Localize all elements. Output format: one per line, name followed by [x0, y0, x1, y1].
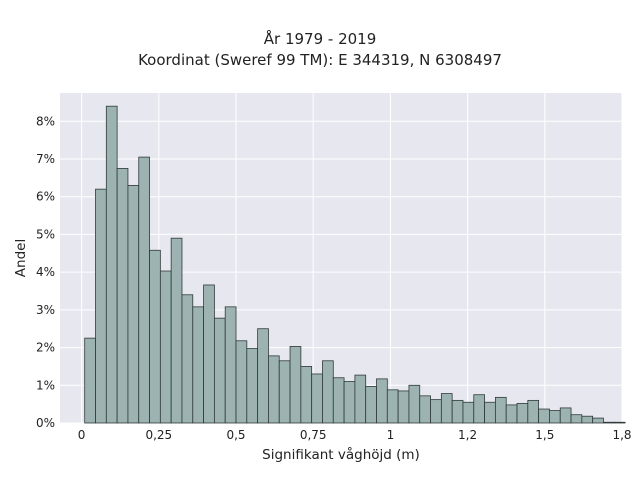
- histogram-bars: [84, 105, 626, 424]
- histogram-bar: [581, 415, 594, 424]
- y-tick-label: 6%: [36, 190, 55, 204]
- y-tick-label: 0%: [36, 416, 55, 430]
- histogram-bar: [473, 394, 485, 424]
- histogram-bar: [484, 401, 496, 424]
- x-tick-label: 1: [387, 428, 395, 442]
- histogram-bar: [549, 410, 561, 424]
- histogram-bar: [116, 168, 129, 424]
- histogram-bar: [603, 421, 615, 424]
- histogram-bar: [408, 384, 421, 424]
- histogram-bar: [127, 184, 140, 424]
- x-axis-label: Signifikant våghöjd (m): [262, 447, 420, 463]
- x-tick-label: 0: [78, 428, 86, 442]
- histogram-bar: [278, 360, 291, 424]
- histogram-bar: [451, 399, 464, 424]
- histogram-bar: [149, 249, 161, 424]
- histogram-bar: [268, 355, 280, 424]
- y-tick-label: 3%: [36, 303, 55, 317]
- histogram-bar: [95, 188, 107, 424]
- y-tick-label: 4%: [36, 265, 55, 279]
- histogram-bar: [332, 377, 345, 424]
- y-axis-ticks: 0% 1% 2% 3% 4% 5% 6% 7% 8%: [36, 114, 55, 430]
- histogram-bar: [322, 360, 334, 424]
- x-tick-label: 0,5: [226, 428, 245, 442]
- histogram-bar: [159, 270, 172, 424]
- histogram-bar: [354, 374, 367, 424]
- y-tick-label: 5%: [36, 227, 55, 241]
- histogram-bar: [397, 390, 410, 424]
- y-tick-label: 2%: [36, 341, 55, 355]
- histogram-bar: [289, 346, 302, 424]
- chart-title: År 1979 - 2019: [263, 30, 377, 48]
- histogram-bar: [224, 306, 237, 424]
- histogram-bar: [376, 378, 388, 424]
- histogram-bar: [343, 381, 356, 424]
- histogram-bar: [138, 156, 150, 424]
- x-axis-ticks: 0 0,25 0,5 0,75 1 1,2 1,5 1,8: [78, 428, 632, 442]
- histogram-bar: [235, 340, 248, 424]
- y-tick-label: 1%: [36, 378, 55, 392]
- histogram-bar: [494, 396, 507, 424]
- x-tick-label: 1,5: [535, 428, 554, 442]
- y-tick-label: 8%: [36, 114, 55, 128]
- x-tick-label: 0,25: [145, 428, 172, 442]
- x-tick-label: 0,75: [300, 428, 327, 442]
- histogram-bar: [311, 373, 323, 424]
- histogram-bar: [213, 317, 226, 424]
- x-tick-label: 1,8: [612, 428, 631, 442]
- histogram-bar: [365, 386, 377, 424]
- histogram-bar: [419, 395, 431, 424]
- histogram-bar: [592, 417, 604, 424]
- histogram-bar: [613, 421, 626, 424]
- histogram-bar: [105, 105, 118, 424]
- histogram-bar: [203, 284, 215, 424]
- histogram-bar: [300, 366, 313, 424]
- histogram-bar: [84, 337, 96, 424]
- histogram-bar: [386, 389, 399, 424]
- histogram-bar: [440, 393, 453, 424]
- chart-subtitle: Koordinat (Sweref 99 TM): E 344319, N 63…: [138, 51, 502, 69]
- histogram-bar: [181, 294, 194, 424]
- y-tick-label: 7%: [36, 152, 55, 166]
- histogram-bar: [430, 399, 442, 424]
- histogram-bar: [505, 404, 518, 424]
- histogram-bar: [192, 306, 204, 424]
- histogram-bar: [538, 408, 550, 424]
- histogram-bar: [516, 402, 529, 424]
- histogram-bar: [462, 401, 475, 424]
- histogram-bar: [527, 399, 540, 424]
- x-tick-label: 1,2: [458, 428, 477, 442]
- histogram-bar: [170, 237, 183, 424]
- y-axis-label: Andel: [13, 238, 29, 278]
- histogram-bar: [257, 328, 269, 424]
- histogram-bar: [559, 407, 572, 424]
- histogram-bar: [570, 414, 583, 424]
- histogram-bar: [246, 347, 259, 424]
